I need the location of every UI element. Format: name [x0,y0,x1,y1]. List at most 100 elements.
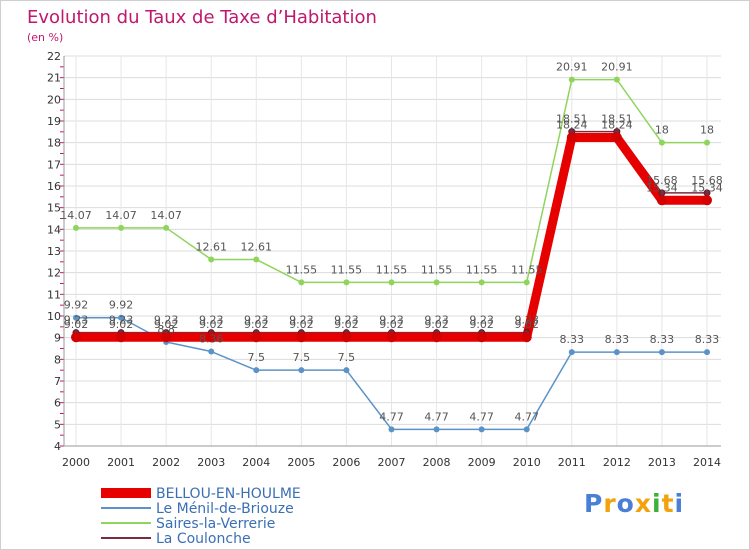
data-label: 7.5 [338,351,356,364]
data-point [343,279,350,286]
y-tick-label: 4 [54,440,61,453]
data-label: 9.02 [424,318,449,331]
data-point [296,332,307,343]
data-label: 7.5 [248,351,266,364]
data-point [613,76,620,83]
legend-label: Le Ménil-de-Briouze [156,501,294,517]
data-label: 9.23 [64,314,89,327]
data-point [388,279,395,286]
y-tick-label: 8 [54,353,61,366]
data-label: 4.77 [424,410,449,423]
x-tick-label: 2002 [152,456,180,469]
data-point [478,426,485,433]
data-point [71,332,81,343]
data-label: 8.33 [695,333,720,346]
data-point [343,367,350,374]
data-point [704,139,710,146]
y-tick-label: 21 [47,72,61,85]
logo-letter: i [652,489,662,518]
data-point [163,224,170,231]
data-label: 9.02 [469,318,494,331]
y-tick-label: 15 [47,202,61,215]
data-point [116,332,127,343]
data-point [208,256,215,263]
y-tick-label: 10 [47,310,61,323]
data-point [656,195,667,206]
data-label: 12.61 [195,240,227,253]
data-point [161,332,172,343]
data-label: 15.68 [646,174,678,187]
y-tick-label: 11 [47,288,61,301]
data-label: 9.02 [289,318,314,331]
data-label: 9.92 [64,299,89,312]
data-label: 7.5 [293,351,311,364]
data-point [704,349,710,356]
data-label: 8.33 [650,333,675,346]
data-label: 9.23 [334,314,359,327]
data-label: 9.02 [379,318,404,331]
y-tick-label: 20 [47,93,61,106]
data-point [251,332,262,343]
data-point [253,367,260,374]
data-point [702,195,712,206]
data-label: 11.55 [466,263,498,276]
proxiti-logo: Proxiti [584,489,684,518]
data-label: 15.68 [691,174,723,187]
data-label: 18.24 [601,118,633,131]
x-tick-label: 2008 [423,456,451,469]
x-tick-label: 2013 [648,456,676,469]
legend-label: BELLOU-EN-HOULME [156,486,301,502]
data-label: 4.77 [469,410,494,423]
x-tick-label: 2001 [107,456,135,469]
data-label: 18 [700,124,714,137]
data-point [386,332,397,343]
data-label: 9.23 [289,314,314,327]
y-tick-label: 22 [47,50,61,63]
chart-unit: (en %) [27,31,64,44]
data-label: 9.23 [154,314,179,327]
data-label: 8.33 [605,333,630,346]
data-label: 11.55 [331,263,363,276]
data-point [298,367,305,374]
data-point [613,349,620,356]
logo-letter: r [603,489,617,518]
data-label: 11.55 [421,263,453,276]
y-tick-label: 12 [47,267,61,280]
y-tick-label: 6 [54,397,61,410]
data-point [478,279,485,286]
data-label: 11.55 [286,263,318,276]
logo-letter: P [584,489,604,518]
data-point [341,332,352,343]
x-tick-label: 2012 [603,456,631,469]
data-label: 9.02 [199,318,224,331]
x-tick-label: 2003 [197,456,225,469]
y-tick-label: 19 [47,115,61,128]
data-point [253,256,260,263]
data-point [73,314,79,321]
x-tick-label: 2014 [693,456,721,469]
logo-letter: x [634,489,652,518]
data-point [523,279,530,286]
y-tick-label: 14 [47,223,61,236]
data-label: 4.77 [379,410,404,423]
data-label: 9.23 [514,314,539,327]
data-point [298,279,305,286]
x-tick-label: 2000 [62,456,90,469]
data-point [611,132,622,143]
data-label: 18.51 [556,113,588,126]
data-label: 9.23 [379,314,404,327]
y-tick-label: 13 [47,245,61,258]
data-label: 4.77 [514,410,539,423]
legend-label: La Coulonche [156,531,251,547]
data-point [568,349,575,356]
data-label: 11.55 [511,263,543,276]
data-label: 8.33 [560,333,585,346]
data-point [433,426,440,433]
data-label: 9.23 [199,314,224,327]
x-tick-label: 2009 [468,456,496,469]
x-tick-label: 2007 [378,456,406,469]
data-point [431,332,442,343]
y-tick-label: 17 [47,158,61,171]
